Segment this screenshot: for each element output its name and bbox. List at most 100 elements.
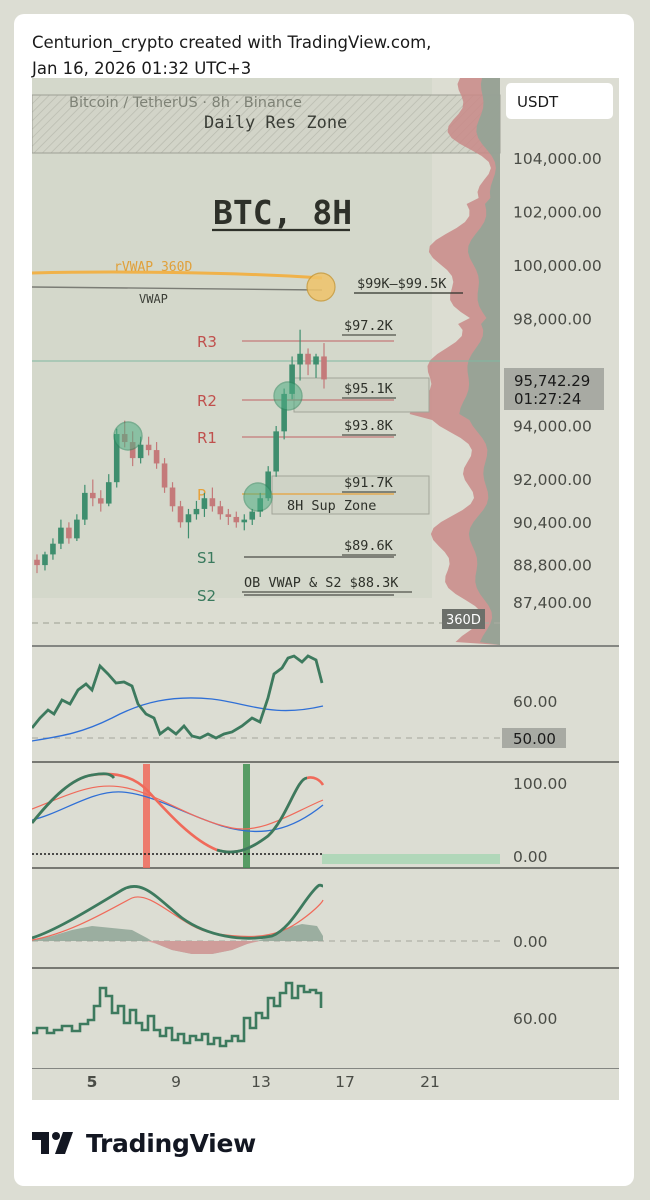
- candle: [185, 508, 192, 539]
- tradingview-logo[interactable]: TradingView: [32, 1126, 256, 1160]
- osc2-k-line-green-2: [216, 776, 308, 854]
- candle: [305, 348, 311, 376]
- candle: [225, 508, 232, 525]
- time-tick-label: 9: [171, 1073, 181, 1091]
- pane-separators-top: [32, 761, 619, 969]
- candle-body: [289, 364, 295, 394]
- candle: [217, 500, 224, 520]
- candle-body: [297, 353, 303, 365]
- price-tick-label: 88,800.00: [513, 557, 592, 575]
- candle-body: [177, 506, 184, 523]
- osc4-tick: 60.00: [513, 1010, 557, 1028]
- rvwap-360d-line: [32, 270, 323, 280]
- oscillator-pane-3: 0.00: [32, 883, 548, 954]
- candle: [249, 508, 256, 525]
- pivot-name-r3: R3: [197, 333, 217, 351]
- tradingview-logo-icon: [32, 1132, 73, 1154]
- candle: [241, 514, 248, 531]
- pivot-levels: R3 $97.2K R2 $95.1K R1 $93.8K P $91.7K S1 $89.6K S…: [197, 318, 412, 605]
- osc1-main-line: [32, 654, 324, 740]
- pivot-name-r2: R2: [197, 392, 217, 410]
- candle: [177, 500, 184, 528]
- candle: [74, 514, 80, 542]
- price-tick-label: 92,000.00: [513, 471, 592, 489]
- candle-body: [225, 514, 232, 517]
- time-tick-label: 17: [335, 1073, 355, 1091]
- oscillator-pane-2: 100.00 0.00: [32, 764, 567, 868]
- price-tick-label: 100,000.00: [513, 257, 602, 275]
- candle: [34, 554, 40, 574]
- candle: [42, 551, 48, 571]
- candle-body: [129, 442, 136, 459]
- candle-body: [105, 482, 112, 504]
- rvwap-label: rVWAP 360D: [114, 260, 192, 275]
- pivot-value-p: $91.7K: [344, 475, 394, 491]
- oscillator-pane-1: 60.00 50.00: [32, 654, 566, 748]
- osc2-signal-line: [32, 791, 324, 833]
- pivot-name-p: P: [197, 486, 206, 504]
- pivot-name-r1: R1: [197, 429, 217, 447]
- candle: [97, 490, 104, 512]
- candle-body: [193, 508, 200, 515]
- osc2-green-bar: [243, 764, 250, 868]
- candle: [169, 482, 176, 512]
- highlight-circle: [113, 421, 143, 451]
- current-price-countdown: 01:27:24: [514, 390, 581, 408]
- osc2-k-line-green: [32, 772, 116, 824]
- currency-button[interactable]: [506, 83, 613, 119]
- candle-body: [34, 559, 40, 566]
- target-label: $99K–$99.5K: [357, 276, 447, 292]
- candle: [145, 436, 152, 456]
- time-tick-label: 5: [87, 1073, 98, 1091]
- candle-body: [137, 444, 144, 459]
- candle-body: [201, 498, 208, 509]
- pivot-value-r2: $95.1K: [344, 381, 394, 397]
- vwap-line: [32, 286, 323, 291]
- price-axis-bg: [500, 78, 619, 645]
- candle: [58, 519, 64, 550]
- candle-body: [281, 393, 287, 432]
- chart-canvas[interactable]: Bitcoin / TetherUS · 8h · Binance Daily …: [32, 78, 619, 1100]
- candle-body: [321, 356, 327, 380]
- candle: [153, 442, 160, 469]
- candle: [297, 329, 303, 381]
- candle: [105, 474, 112, 507]
- price-tick-label: 87,400.00: [513, 594, 592, 612]
- candle: [82, 484, 88, 525]
- osc3-tick: 0.00: [513, 933, 548, 951]
- sup-zone-label: 8H Sup Zone: [287, 498, 376, 514]
- osc2-red-line: [32, 785, 324, 830]
- pivot-value-s2: OB VWAP & S2 $88.3K: [244, 575, 399, 591]
- candle-body: [82, 492, 88, 520]
- candle-body: [50, 543, 56, 555]
- price-tick-label: 104,000.00: [513, 150, 602, 168]
- current-price-badge: [504, 368, 604, 410]
- candle: [90, 479, 96, 507]
- candle: [321, 343, 327, 389]
- price-tick-label: 98,000.00: [513, 311, 592, 329]
- candle-body: [169, 487, 176, 507]
- time-tick-label: 21: [420, 1073, 440, 1091]
- candle: [201, 492, 208, 517]
- candle-body: [74, 519, 80, 539]
- currency-button-label[interactable]: USDT: [517, 93, 559, 111]
- candle: [161, 458, 168, 493]
- candle-body: [305, 353, 311, 365]
- candle-body: [58, 527, 64, 544]
- candle-body: [233, 516, 240, 523]
- candle-body: [161, 463, 168, 488]
- time-axis: 5 9 13 17 21: [87, 1073, 440, 1091]
- pivot-name-s1: S1: [197, 549, 216, 567]
- daily-res-zone-label: Daily Res Zone: [204, 113, 347, 133]
- target-circle: [306, 272, 336, 302]
- candle: [209, 487, 216, 512]
- candle-body: [217, 506, 224, 515]
- pivot-value-r3: $97.2K: [344, 318, 394, 334]
- price-tick-label: 90,400.00: [513, 514, 592, 532]
- candle-body: [249, 511, 256, 520]
- osc2-tick-100: 100.00: [513, 775, 567, 793]
- osc2-tick-0: 0.00: [513, 848, 548, 866]
- candle-body: [66, 527, 72, 539]
- osc2-oversold-band: [322, 854, 500, 864]
- price-tick-label: 102,000.00: [513, 204, 602, 222]
